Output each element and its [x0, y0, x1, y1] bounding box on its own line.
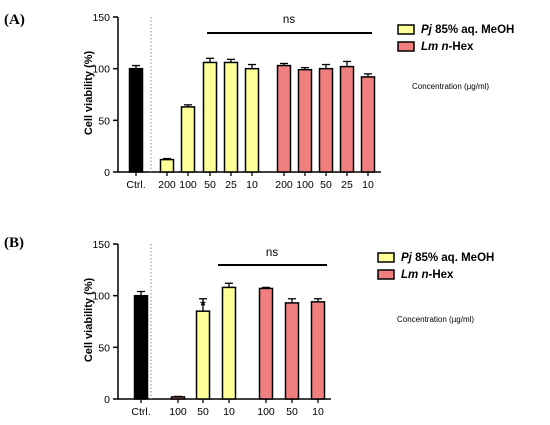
legend-a-pj-italic: Pj [421, 24, 433, 36]
panel-b: (B) Cell viability (%) 0 50 100 150 Ctrl. 10… [4, 235, 331, 418]
panel-a-bar [180, 106, 196, 173]
panel-a-x-tick-label: 200 [275, 179, 293, 191]
panel-a-bar [159, 158, 175, 173]
legend-b-pj-italic: Pj [401, 252, 413, 264]
panel-a-bar [128, 67, 144, 173]
panel-a-bar [244, 67, 260, 173]
panel-a-x-tick-label: 100 [179, 179, 197, 191]
panel-a-bars [128, 57, 376, 173]
legend-b-pj-swatch [377, 252, 395, 263]
legend-a-lm-rest: -Hex [448, 41, 474, 53]
panel-b-y-tick-label: 50 [98, 342, 110, 354]
legend-a-concentration-note: Concentration (µg/ml) [412, 82, 489, 91]
panel-b-bar [284, 302, 300, 400]
panel-a-x-tick-label: Ctrl. [126, 179, 145, 191]
panel-b-x-tick-label: Ctrl. [131, 406, 150, 418]
panel-a: (A) Cell viability (%) 0 50 100 150 Ctrl. 20… [4, 12, 381, 191]
legend-b-lm-italic2: n [421, 269, 428, 281]
panel-b-x-tick-label: 50 [286, 406, 298, 418]
panel-b-bar [221, 286, 237, 400]
panel-a-bar [276, 64, 292, 173]
legend-b-concentration-note: Concentration (µg/ml) [397, 315, 474, 324]
panel-b-x-tick-labels: Ctrl. 100 50 10 100 50 10 [131, 399, 324, 418]
panel-b-bar [133, 294, 149, 400]
legend-b-pj-rest: 85% aq. MeOH [412, 252, 494, 264]
panel-b-asterisk: * [200, 297, 206, 313]
panel-a-y-tick-label: 0 [104, 167, 110, 179]
panel-a-y-tick-label: 150 [92, 12, 110, 24]
panel-b-bar [195, 310, 211, 400]
panel-a-x-tick-label: 25 [225, 179, 237, 191]
legend-b-lm-label: Lm n-Hex [401, 269, 454, 281]
legend-a-lm-label: Lm n-Hex [421, 41, 474, 53]
panel-a-bar [297, 68, 313, 173]
panel-a-y-tick-label: 50 [98, 115, 110, 127]
panel-a-bar [360, 76, 376, 173]
panel-a-x-tick-label: 25 [341, 179, 353, 191]
panel-b-x-tick-label: 10 [312, 406, 324, 418]
panel-b-bars [133, 282, 326, 400]
legend-b-lm-rest: -Hex [428, 269, 454, 281]
panel-a-legend: Pj 85% aq. MeOH Lm n-Hex Concentration (… [397, 24, 514, 91]
legend-a-pj-rest: 85% aq. MeOH [432, 24, 514, 36]
panel-b-bar [170, 396, 186, 400]
panel-b-x-tick-label: 100 [169, 406, 187, 418]
legend-a-pj-swatch [397, 24, 415, 35]
panel-a-label: (A) [4, 12, 25, 28]
panel-b-legend: Pj 85% aq. MeOH Lm n-Hex Concentration (… [377, 252, 494, 324]
panel-b-y-tick-label: 0 [104, 394, 110, 406]
panel-a-x-tick-label: 10 [246, 179, 258, 191]
panel-a-y-axis-label: Cell viability (%) [83, 50, 95, 135]
panel-b-bar [258, 287, 274, 400]
panel-b-x-tick-label: 50 [197, 406, 209, 418]
legend-b-lm-italic: Lm [401, 269, 418, 281]
panel-b-x-tick-label: 10 [223, 406, 235, 418]
panel-a-x-tick-label: 50 [204, 179, 216, 191]
panel-a-bar [339, 65, 355, 173]
panel-b-y-tick-label: 150 [92, 239, 110, 251]
panel-a-x-tick-label: 50 [320, 179, 332, 191]
legend-a-pj-label: Pj 85% aq. MeOH [421, 24, 514, 36]
panel-a-ns-label: ns [283, 14, 295, 26]
panel-b-ns-label: ns [266, 247, 278, 259]
panel-a-y-tick-label: 100 [92, 64, 110, 76]
panel-b-y-axis-label: Cell viability (%) [83, 277, 95, 362]
panel-b-y-tick-label: 100 [92, 291, 110, 303]
legend-b-lm-swatch [377, 269, 395, 280]
legend-a-lm-italic2: n [441, 41, 448, 53]
legend-a-lm-italic: Lm [421, 41, 438, 53]
panel-a-bar [202, 61, 218, 173]
panel-b-bar [310, 301, 326, 400]
panel-a-bar [223, 61, 239, 173]
panel-a-x-tick-label: 10 [362, 179, 374, 191]
panel-a-x-tick-labels: Ctrl. 200 100 50 25 10 200 100 50 25 10 [126, 172, 374, 191]
panel-a-bar [318, 67, 334, 173]
panel-a-x-tick-label: 200 [158, 179, 176, 191]
panel-b-x-tick-label: 100 [257, 406, 275, 418]
panel-b-label: (B) [4, 235, 24, 251]
legend-b-pj-label: Pj 85% aq. MeOH [401, 252, 494, 264]
panel-a-x-tick-label: 100 [296, 179, 314, 191]
legend-a-lm-swatch [397, 41, 415, 52]
